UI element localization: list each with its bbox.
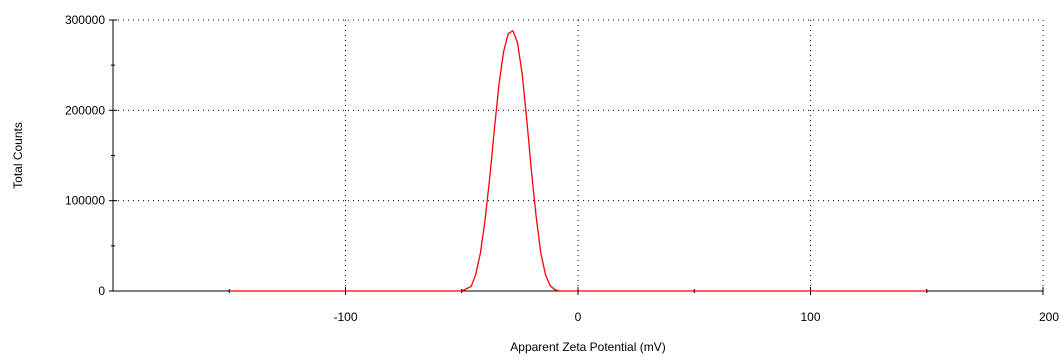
y-axis-label: Total Counts <box>11 122 25 189</box>
y-tick-label: 100000 <box>65 194 105 208</box>
series-lines <box>229 30 927 292</box>
y-tick-label: 200000 <box>65 103 105 117</box>
x-tick-label: -100 <box>333 310 357 324</box>
y-tick-label: 0 <box>98 284 105 298</box>
y-tick-label: 300000 <box>65 13 105 27</box>
x-tick-label: 0 <box>575 310 582 324</box>
grid-lines <box>113 19 1044 291</box>
x-tick-label: 100 <box>800 310 820 324</box>
x-tick-label: 200 <box>1039 310 1059 324</box>
tick-marks <box>109 19 1044 295</box>
tick-labels: -100 0 100 200 0 100000 200000 300000 <box>65 13 1059 324</box>
x-axis-label: Apparent Zeta Potential (mV) <box>510 340 665 354</box>
data-series-line <box>229 30 927 292</box>
